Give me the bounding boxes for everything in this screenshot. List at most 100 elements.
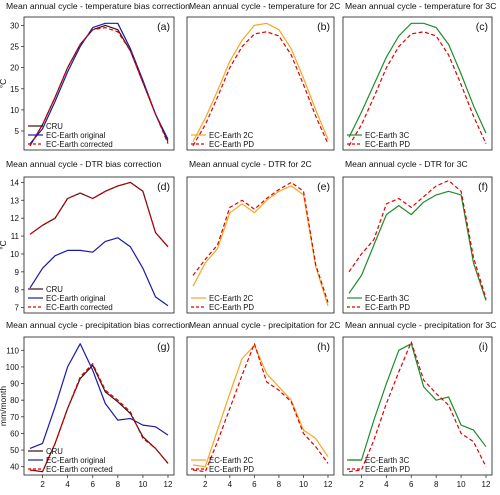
panel-title: Mean annual cycle - precipitation bias c… [6, 320, 190, 330]
legend-entry: EC-Earth 3C [365, 131, 410, 140]
legend-entry: EC-Earth PD [209, 140, 254, 149]
panel-a: Mean annual cycle - temperature bias cor… [0, 1, 190, 151]
legend-entry: EC-Earth PD [365, 140, 410, 149]
legend-entry: EC-Earth PD [209, 303, 254, 312]
panel-frame [186, 16, 335, 151]
x-tick-label: 12 [482, 480, 491, 489]
y-tick-label: 70 [10, 413, 19, 422]
legend-entry: EC-Earth corrected [46, 140, 113, 149]
legend-entry: CRU [46, 447, 63, 456]
panel-frame [342, 16, 493, 151]
series-line-warm3c [349, 343, 487, 461]
y-tick-label: 20 [10, 64, 19, 73]
x-tick-label: 6 [91, 480, 96, 489]
y-tick-label: 40 [10, 463, 19, 472]
x-tick-label: 8 [116, 480, 121, 489]
legend-entry: CRU [46, 122, 63, 131]
x-tick-label: 10 [138, 480, 147, 489]
panel-label: (d) [157, 181, 170, 193]
panel-frame [23, 336, 175, 476]
legend-entry: EC-Earth original [46, 456, 106, 465]
y-tick-label: 13 [10, 196, 19, 205]
panel-b: Mean annual cycle - temperature for 2C (b… [186, 1, 340, 151]
panel-label: (h) [317, 341, 330, 353]
x-tick-label: 2 [203, 480, 208, 489]
x-tick-label: 10 [457, 480, 466, 489]
series-line-pd [348, 180, 487, 299]
panel-title: Mean annual cycle - DTR for 2C [189, 159, 312, 169]
y-tick-label: 100 [6, 363, 20, 372]
series-line-pd [348, 341, 487, 473]
panel-c: Mean annual cycle - temperature for 3C (c… [342, 1, 496, 151]
x-tick-label: 12 [164, 480, 173, 489]
series-line-warm2c [192, 185, 329, 306]
panel-title: Mean annual cycle - precipitation for 3C [345, 320, 496, 330]
y-tick-label: 15 [10, 85, 19, 94]
y-axis-label: °C [0, 79, 8, 89]
legend-entry: EC-Earth original [46, 294, 106, 303]
panel-title: Mean annual cycle - DTR for 3C [345, 159, 468, 169]
legend-entry: EC-Earth corrected [46, 303, 113, 312]
series-line-warm3c [348, 190, 487, 301]
y-axis-label: mm/month [0, 386, 8, 426]
series-line-warm2c [192, 344, 329, 468]
panel-title: Mean annual cycle - DTR bias correction [6, 159, 161, 169]
series-line-ec_original [29, 22, 169, 145]
panel-e: Mean annual cycle - DTR for 2C (e) EC-Eart… [186, 159, 335, 314]
y-tick-label: 80 [10, 396, 19, 405]
legend-entry: EC-Earth 3C [365, 456, 410, 465]
legend-entry: EC-Earth 2C [209, 131, 254, 140]
panel-frame [342, 336, 493, 476]
panel-label: (g) [157, 341, 170, 353]
panel-label: (e) [317, 181, 330, 193]
y-tick-label: 110 [6, 346, 19, 355]
panel-label: (b) [317, 21, 330, 33]
panel-frame [342, 176, 493, 314]
y-tick-label: 11 [11, 232, 20, 241]
legend-entry: EC-Earth PD [209, 465, 254, 474]
y-tick-label: 14 [10, 178, 19, 187]
x-tick-label: 2 [40, 480, 45, 489]
x-tick-label: 4 [228, 480, 233, 489]
series-line-ec_original [29, 237, 169, 307]
panel-f: Mean annual cycle - DTR for 3C (f) EC-Eart… [342, 159, 493, 314]
series-line-corrected [29, 181, 169, 248]
y-tick-label: 25 [10, 43, 19, 52]
x-tick-label: 12 [324, 480, 333, 489]
legend-entry: EC-Earth 2C [209, 456, 254, 465]
panel-title: Mean annual cycle - temperature for 3C [345, 1, 496, 11]
panel-i: Mean annual cycle - precipitation for 3C… [342, 320, 496, 489]
x-tick-label: 10 [299, 480, 308, 489]
x-tick-label: 8 [434, 480, 439, 489]
x-tick-label: 4 [384, 480, 389, 489]
y-tick-label: 10 [10, 250, 19, 259]
legend-entry: EC-Earth original [46, 131, 106, 140]
x-tick-label: 2 [359, 480, 364, 489]
y-tick-label: 50 [10, 446, 19, 455]
y-tick-label: 8 [15, 286, 20, 295]
series-line-warm3c [348, 22, 487, 138]
series-line-pd [192, 181, 329, 303]
panel-frame [23, 176, 175, 314]
panel-title: Mean annual cycle - temperature for 2C [189, 1, 340, 11]
panel-d: Mean annual cycle - DTR bias correction (… [0, 159, 175, 314]
panel-label: (c) [476, 21, 488, 33]
series-line-corrected [29, 27, 169, 147]
series-line-warm2c [192, 22, 329, 142]
y-axis-label: °C [0, 240, 8, 250]
panel-label: (a) [157, 21, 170, 33]
x-tick-label: 8 [277, 480, 282, 489]
panel-g: Mean annual cycle - precipitation bias c… [0, 320, 190, 489]
panel-frame [186, 336, 335, 476]
y-tick-label: 9 [15, 268, 20, 277]
legend-entry: EC-Earth PD [365, 465, 410, 474]
series-line-cru [29, 181, 169, 248]
series-line-ec_original [29, 343, 169, 449]
series-line-pd [192, 343, 329, 473]
y-tick-label: 60 [10, 429, 19, 438]
legend-entry: EC-Earth PD [365, 303, 410, 312]
panel-frame [186, 176, 335, 314]
panel-title: Mean annual cycle - temperature bias cor… [6, 1, 190, 11]
series-line-pd [348, 31, 487, 147]
